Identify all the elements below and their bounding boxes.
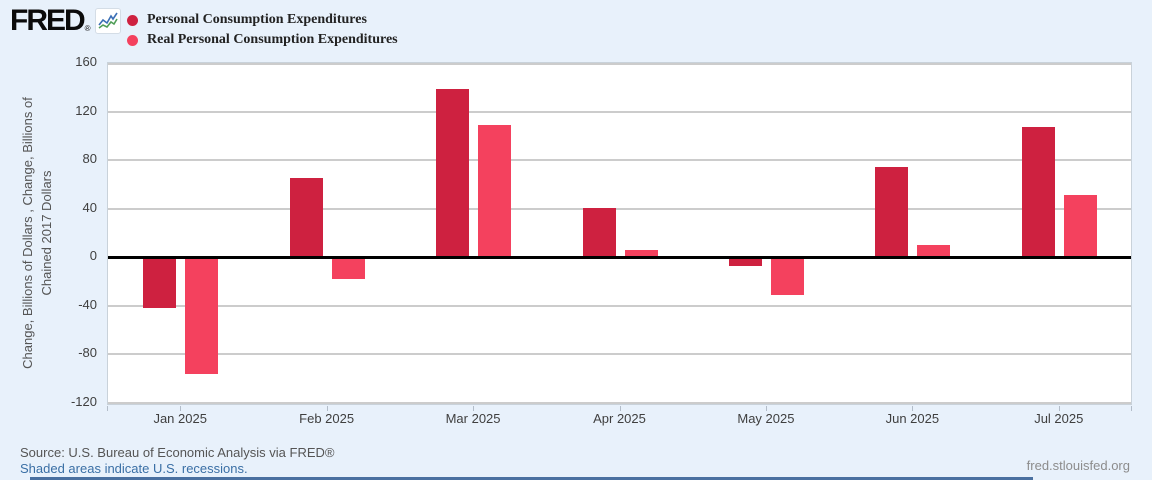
legend-item-real-pce[interactable]: Real Personal Consumption Expenditures xyxy=(127,30,398,50)
x-tick-label: Mar 2025 xyxy=(445,411,501,426)
gridline xyxy=(108,402,1131,404)
x-tick-mark xyxy=(765,406,767,411)
bar-real-pce[interactable] xyxy=(770,258,804,295)
fred-logo[interactable]: FRED ® xyxy=(10,6,121,36)
gridline xyxy=(108,159,1131,162)
registered-mark: ® xyxy=(84,24,91,33)
plot-area xyxy=(107,62,1132,405)
bar-pce[interactable] xyxy=(436,88,470,258)
legend-label-pce: Personal Consumption Expenditures xyxy=(147,12,367,27)
bar-pce[interactable] xyxy=(582,207,616,258)
x-tick-label: May 2025 xyxy=(737,411,795,426)
bar-real-pce[interactable] xyxy=(624,250,658,258)
fred-sparkline-icon xyxy=(94,8,121,34)
bar-real-pce[interactable] xyxy=(917,245,951,258)
x-tick-label: Apr 2025 xyxy=(593,411,646,426)
zero-line xyxy=(108,256,1131,260)
gridline xyxy=(108,63,1131,65)
bar-pce[interactable] xyxy=(289,178,323,258)
bar-pce[interactable] xyxy=(143,258,177,309)
bar-pce[interactable] xyxy=(728,258,762,266)
x-tick-label: Jul 2025 xyxy=(1034,411,1084,426)
recession-note-link[interactable]: Shaded areas indicate U.S. recessions. xyxy=(20,461,248,476)
gridline xyxy=(108,304,1131,307)
source-attribution: Source: U.S. Bureau of Economic Analysis… xyxy=(20,445,335,460)
y-tick-label: -40 xyxy=(78,296,97,312)
x-tick-mark xyxy=(180,406,182,411)
y-axis-title-line2: Chained 2017 Dollars xyxy=(39,170,54,296)
y-tick-label: 40 xyxy=(82,199,97,215)
legend-label-real-pce: Real Personal Consumption Expenditures xyxy=(147,32,398,47)
bar-real-pce[interactable] xyxy=(478,124,512,258)
site-url-label: fred.stlouisfed.org xyxy=(1026,458,1130,473)
x-tick-mark xyxy=(912,406,914,411)
y-tick-label: 160 xyxy=(75,54,97,69)
bar-pce[interactable] xyxy=(1021,127,1055,258)
x-tick-mark xyxy=(1058,406,1060,411)
y-axis-title-line1: Change, Billions of Dollars , Change, Bi… xyxy=(20,97,35,369)
bottom-blue-strip xyxy=(30,477,1033,480)
x-tick-label: Feb 2025 xyxy=(299,411,355,426)
y-axis-title: Change, Billions of Dollars , Change, Bi… xyxy=(18,23,58,443)
legend-item-pce[interactable]: Personal Consumption Expenditures xyxy=(127,10,398,30)
gridline xyxy=(108,207,1131,210)
y-tick-label: 120 xyxy=(75,102,97,118)
y-tick-label: 80 xyxy=(82,151,97,167)
x-tick-mark xyxy=(619,406,621,411)
gridline xyxy=(108,110,1131,113)
y-tick-label: 0 xyxy=(89,248,97,264)
bar-pce[interactable] xyxy=(875,167,909,258)
x-tick-mark xyxy=(1131,406,1132,411)
legend-dot-pce xyxy=(127,14,138,26)
fred-logo-text: FRED xyxy=(10,4,86,37)
x-tick-mark xyxy=(473,406,475,411)
y-tick-label: -80 xyxy=(78,345,97,361)
gridline xyxy=(108,353,1131,356)
bar-real-pce[interactable] xyxy=(1063,195,1097,258)
legend: Personal Consumption Expenditures Real P… xyxy=(127,10,398,50)
y-tick-label: -120 xyxy=(70,394,97,409)
x-tick-mark xyxy=(326,406,328,411)
x-tick-label: Jun 2025 xyxy=(885,411,940,426)
bar-real-pce[interactable] xyxy=(185,258,219,374)
x-tick-mark xyxy=(107,406,108,411)
x-tick-label: Jan 2025 xyxy=(153,411,207,426)
bar-real-pce[interactable] xyxy=(331,258,365,279)
legend-dot-real-pce xyxy=(127,34,138,46)
